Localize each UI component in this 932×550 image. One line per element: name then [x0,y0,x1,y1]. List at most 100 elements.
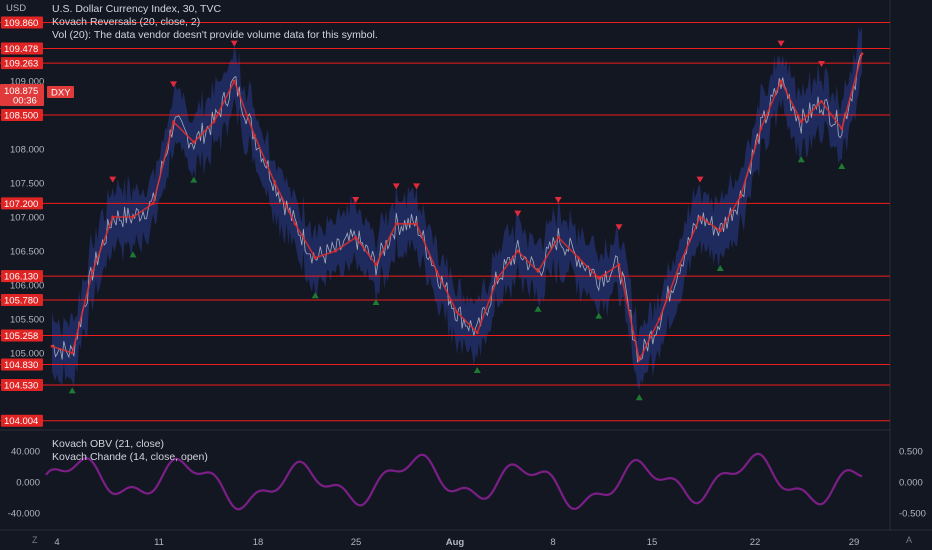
sell-marker [392,183,400,190]
chart-title[interactable]: U.S. Dollar Currency Index, 30, TVC [52,3,222,15]
price-point [354,236,358,239]
oscillator-left-tick: -40.000 [8,509,40,520]
buy-marker [797,156,805,163]
time-tick-label: 22 [750,537,761,548]
level-labels: 109.860 109.478 109.263 108.500 107.200 106.1… [1,16,43,427]
sell-marker [170,81,177,88]
price-point [70,351,74,355]
buy-marker [473,367,481,373]
buy-marker [190,176,198,183]
level-label-bg [1,197,43,210]
price-point [253,134,256,137]
price-point [678,263,682,266]
price-point [820,100,823,103]
sell-marker [230,40,238,47]
price-tick-label: 108.000 [10,145,44,156]
price-point [172,120,175,124]
price-point [50,344,54,348]
level-label-bg [1,42,43,55]
price-point [698,215,702,219]
time-axis-ticks: 4 11 18 25 Aug 8 15 22 29 [54,537,859,548]
buy-marker [372,299,380,305]
oscillator-series [45,452,863,511]
level-label: 107.200 [4,199,38,210]
price-point [455,310,459,314]
sell-marker [554,197,562,203]
price-point [131,215,135,219]
oscillator-right-tick: -0.500 [899,509,926,520]
price-tick-label: 109.000 [10,77,44,88]
auto-scale-toggle[interactable]: A [906,535,913,545]
reversal-markers [68,40,846,401]
indicator-legend-reversals[interactable]: Kovach Reversals (20, close, 2) [52,16,201,28]
level-label-bg [1,109,43,121]
oscillator-right-tick: 0.000 [899,478,923,489]
symbol-badge: DXY [51,88,71,99]
level-label: 106.130 [4,272,38,283]
currency-label: USD [6,3,27,14]
price-point [617,263,621,266]
sell-marker [514,210,522,217]
price-point [475,331,479,334]
level-label: 109.263 [4,59,38,70]
price-point [394,222,398,226]
price-series [50,52,864,363]
time-tick-label: 8 [550,537,555,548]
price-point [212,120,216,124]
price-point [739,195,742,199]
price-tick-label: 105.500 [10,315,44,326]
level-label: 104.830 [4,360,38,371]
price-line [51,53,863,363]
level-label: 105.258 [4,331,38,342]
level-label: 109.478 [4,44,38,55]
price-point [860,52,864,56]
level-label: 104.004 [4,416,38,427]
price-point [779,79,783,83]
price-point [718,229,722,233]
time-tick-label: 15 [647,537,658,548]
price-axis-ticks: 109.000 108.000 107.500 107.000 106.500 106.0… [10,77,44,360]
horizontal-levels [0,22,890,422]
indicator-legend-chande[interactable]: Kovach Chande (14, close, open) [52,451,208,463]
buy-marker [635,394,643,401]
time-tick-label: 29 [849,537,860,548]
price-point [496,276,499,280]
price-point [658,317,661,321]
price-point [232,79,236,83]
price-point [759,127,763,130]
oscillator-left-tick: 0.000 [16,478,40,489]
oscillator-right-tick: 0.500 [899,447,923,458]
last-price-badge: 108.875 00:36 DXY [0,84,74,107]
sell-marker [615,224,623,231]
level-label-bg [1,378,43,391]
level-label: 109.860 [4,18,38,29]
timezone-toggle[interactable]: Z [32,535,38,545]
level-label: 108.500 [4,111,38,122]
level-label-bg [1,293,43,306]
sell-marker [818,61,825,67]
price-point [799,120,803,124]
time-tick-label: 25 [351,537,362,548]
indicator-legend-obv[interactable]: Kovach OBV (21, close) [52,438,165,450]
price-point [293,222,297,226]
price-tick-label: 106.000 [10,281,44,292]
price-point [637,358,641,362]
price-point [334,249,337,253]
volatility-bands [52,26,862,390]
price-tick-label: 107.000 [10,213,44,224]
indicator-legend-volume[interactable]: Vol (20): The data vendor doesn't provid… [52,29,378,41]
price-point [435,270,439,273]
price-point [577,256,580,260]
price-tick-label: 105.000 [10,349,44,360]
time-tick-label: 18 [253,537,264,548]
level-label-bg [1,414,43,427]
price-point [536,270,540,273]
price-point [415,222,418,226]
countdown-value: 00:36 [13,96,37,107]
price-point [151,202,155,205]
level-label-bg [1,270,43,283]
sell-marker [352,197,360,203]
price-point [192,140,196,144]
time-tick-label: 4 [54,537,59,548]
